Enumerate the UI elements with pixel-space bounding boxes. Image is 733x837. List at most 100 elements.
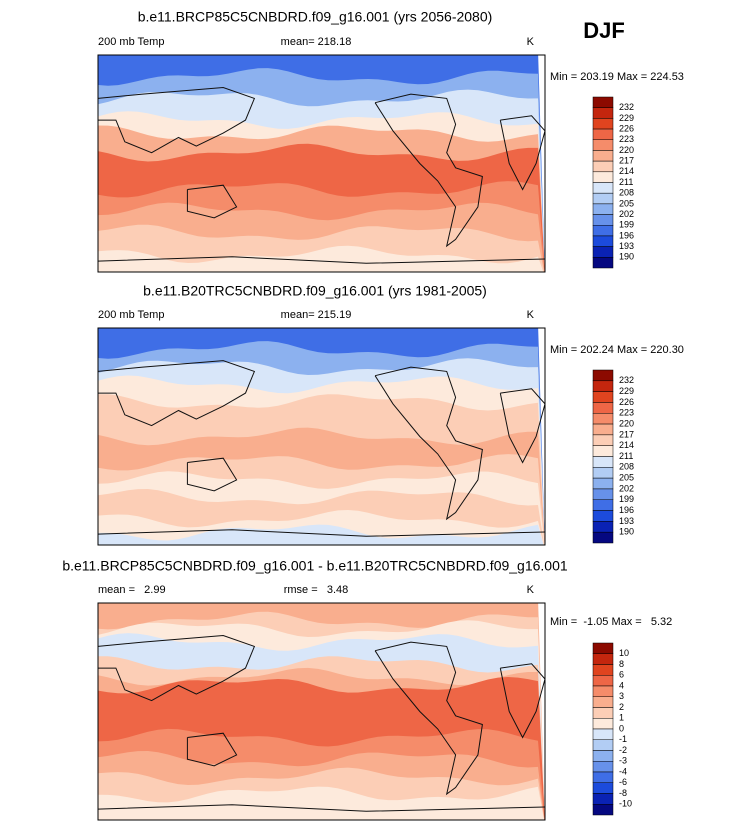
colorbar-label: 196 (619, 230, 634, 240)
coastline (499, 663, 545, 739)
colorbar-box (592, 675, 614, 687)
colorbar-label: 220 (619, 418, 634, 428)
colorbar-label: 1 (619, 713, 624, 723)
colorbar-label: 208 (619, 462, 634, 472)
colorbar-box (592, 750, 614, 762)
colorbar-box (592, 171, 614, 183)
colorbar-box (592, 225, 614, 237)
colorbar-box (592, 499, 614, 511)
coastline (374, 641, 483, 796)
coastline (374, 93, 483, 248)
colorbar-box (592, 456, 614, 468)
min-max: Min = 203.19 Max = 224.53 (550, 71, 684, 83)
coastline (186, 184, 238, 219)
colorbar-label: 196 (619, 505, 634, 515)
contour-band (98, 786, 545, 820)
colorbar-label: 223 (619, 408, 634, 418)
colorbar-box (592, 445, 614, 457)
coastline (98, 360, 256, 427)
colorbar-box (592, 96, 614, 108)
left-label: 200 mb Temp (98, 309, 164, 321)
colorbar-box (592, 642, 614, 654)
map-frame (97, 327, 546, 546)
colorbar-label: 202 (619, 209, 634, 219)
colorbar-label: 2 (619, 702, 624, 712)
colorbar-label: -2 (619, 745, 627, 755)
colorbar-box (592, 728, 614, 740)
colorbar-box (592, 782, 614, 794)
units: K (527, 36, 535, 48)
colorbar-label: 6 (619, 670, 624, 680)
panel-title: b.e11.B20TRC5CNBDRD.f09_g16.001 (yrs 198… (143, 283, 487, 299)
colorbar-label: -8 (619, 788, 627, 798)
colorbar-label: 214 (619, 166, 634, 176)
colorbar-box (592, 467, 614, 479)
colorbar-label: 3 (619, 691, 624, 701)
colorbar-label: 229 (619, 113, 634, 123)
coastline (499, 115, 545, 191)
colorbar-label: 229 (619, 386, 634, 396)
colorbar-box (592, 707, 614, 719)
left-label: mean = 2.99 (98, 584, 166, 596)
coastline (186, 457, 238, 492)
left-label: 200 mb Temp (98, 36, 164, 48)
colorbar-box (592, 214, 614, 226)
colorbar-box (592, 434, 614, 446)
colorbar-box (592, 685, 614, 697)
units: K (527, 309, 535, 321)
colorbar-box (592, 257, 614, 269)
coastline (98, 634, 256, 702)
coastline (98, 256, 545, 264)
colorbar-label: 220 (619, 145, 634, 155)
colorbar-label: 214 (619, 440, 634, 450)
colorbar-label: 4 (619, 680, 624, 690)
colorbar-box (592, 235, 614, 247)
colorbar-box (592, 160, 614, 173)
coastline (98, 86, 256, 154)
colorbar-label: -6 (619, 777, 627, 787)
colorbar-box (592, 664, 614, 676)
colorbar-box (592, 793, 614, 805)
colorbar-box (592, 402, 614, 414)
colorbar-box (592, 118, 614, 130)
colorbar-box (592, 423, 614, 436)
colorbar-box (592, 521, 614, 533)
colorbar-box (592, 653, 614, 665)
center-label: mean= 215.19 (281, 309, 352, 321)
colorbar-box (592, 182, 614, 194)
colorbar-label: 208 (619, 188, 634, 198)
colorbar-box (592, 413, 614, 425)
colorbar-label: 232 (619, 375, 634, 385)
coastline (374, 366, 483, 521)
map (98, 603, 545, 820)
colorbar-label: 205 (619, 198, 634, 208)
colorbar-box (592, 804, 614, 816)
colorbar-label: 211 (619, 177, 633, 187)
colorbar-box (592, 380, 614, 392)
colorbar-label: 205 (619, 473, 634, 483)
colorbar-box (592, 761, 614, 773)
colorbar-box (592, 510, 614, 522)
colorbar-label: 10 (619, 648, 629, 658)
colorbar-label: 0 (619, 723, 624, 733)
season: DJF (583, 18, 625, 43)
min-max: Min = 202.24 Max = 220.30 (550, 344, 684, 356)
coastline (98, 529, 545, 537)
colorbar-box (592, 203, 614, 215)
colorbar-box (592, 531, 614, 544)
contour-band (98, 524, 544, 545)
colorbar-label: -4 (619, 766, 627, 776)
colorbar-label: 199 (619, 220, 634, 230)
map (98, 55, 545, 272)
colorbar-box (592, 150, 614, 162)
colorbar-label: 217 (619, 156, 634, 166)
colorbar-label: -3 (619, 756, 627, 766)
colorbar-box (592, 488, 614, 500)
colorbar-label: 199 (619, 494, 634, 504)
colorbar-label: 193 (619, 516, 634, 526)
units: K (527, 584, 535, 596)
center-label: mean= 218.18 (281, 36, 352, 48)
colorbar-label: 190 (619, 252, 634, 262)
colorbar-label: 211 (619, 451, 633, 461)
